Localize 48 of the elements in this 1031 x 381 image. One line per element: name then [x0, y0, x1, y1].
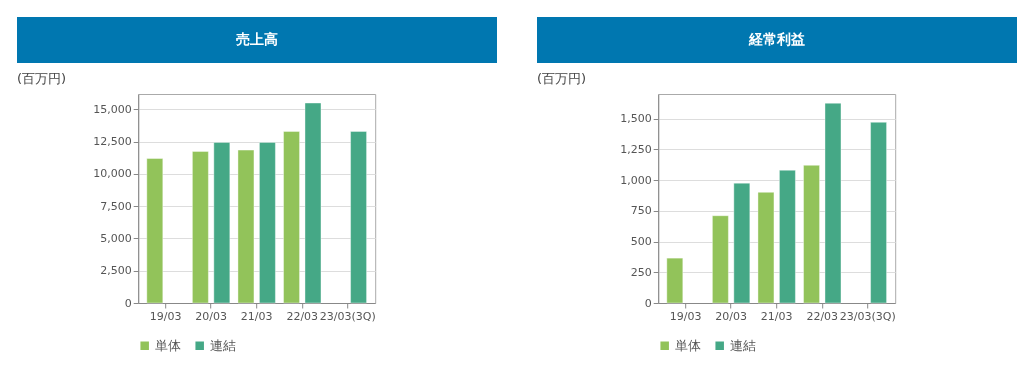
y-tick-label: 1,250 [620, 142, 652, 156]
x-tick-label: 20/03 [195, 309, 227, 323]
x-tick-label: 23/03(3Q) [319, 309, 376, 323]
legend-label: 単体 [155, 337, 182, 353]
x-tick-label: 21/03 [240, 309, 273, 323]
bar [778, 169, 796, 304]
bar [213, 141, 231, 304]
y-tick-label: 10,000 [93, 167, 132, 181]
chart-title: 売上高 [236, 31, 278, 47]
x-tick-label: 22/03 [806, 309, 839, 323]
x-tick-label: 22/03 [286, 309, 319, 323]
y-tick-label: 250 [630, 265, 652, 279]
bar [824, 102, 842, 304]
y-tick-label: 0 [124, 296, 132, 310]
bar [237, 149, 255, 304]
legend-label: 連結 [730, 337, 757, 353]
text: (百万円) [537, 71, 587, 86]
x-tick-label: 21/03 [760, 309, 793, 323]
legend-label: 単体 [675, 337, 702, 353]
bar [146, 158, 164, 304]
bar [304, 102, 322, 304]
y-tick-label: 500 [630, 235, 652, 249]
y-tick-label: 750 [630, 204, 652, 218]
y-tick-label: 1,000 [620, 173, 652, 187]
bar [733, 182, 751, 304]
bar [350, 130, 368, 304]
bar [666, 257, 684, 304]
chart-title: 経常利益 [748, 31, 805, 47]
y-tick-label: 2,500 [100, 264, 132, 278]
x-tick-label: 19/03 [149, 309, 182, 323]
bar [870, 121, 888, 304]
bar [757, 191, 775, 304]
text: (百万円) [17, 71, 67, 86]
y-tick-label: 1,500 [620, 112, 652, 126]
bar [258, 141, 276, 304]
bar [283, 130, 301, 304]
bar [711, 215, 729, 304]
bar [803, 164, 821, 304]
y-tick-label: 15,000 [93, 102, 132, 116]
x-tick-label: 23/03(3Q) [839, 309, 896, 323]
y-tick-label: 12,500 [93, 135, 132, 149]
y-tick-label: 5,000 [100, 231, 132, 245]
y-tick-label: 0 [644, 296, 652, 310]
bar [191, 150, 209, 304]
y-tick-label: 7,500 [100, 199, 132, 213]
x-tick-label: 20/03 [715, 309, 747, 323]
x-tick-label: 19/03 [669, 309, 702, 323]
legend-label: 連結 [210, 337, 237, 353]
